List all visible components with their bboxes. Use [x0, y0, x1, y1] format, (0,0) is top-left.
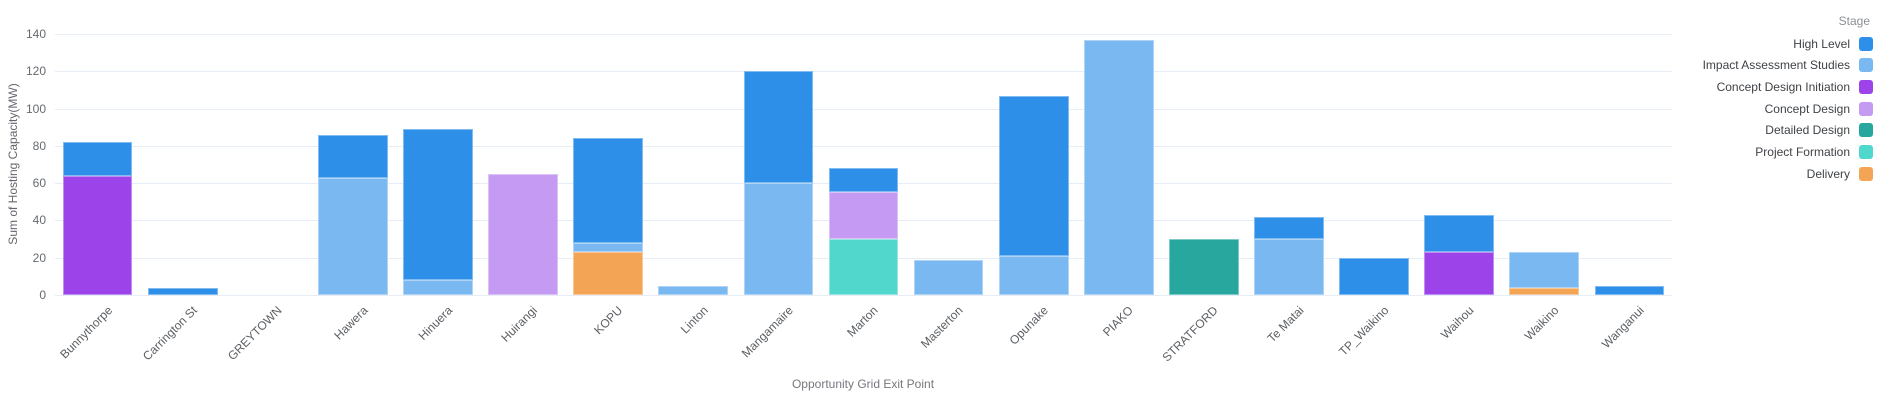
legend-item-label: Delivery	[1806, 166, 1850, 181]
x-tick-label: Carrington St	[139, 303, 200, 364]
legend-item[interactable]: Concept Design Initiation	[1717, 79, 1873, 94]
bar-segment[interactable]	[1083, 39, 1154, 295]
y-tick-label: 40	[32, 213, 46, 228]
gridline	[55, 34, 1672, 35]
x-tick-label: GREYTOWN	[225, 303, 285, 364]
legend-item-label: Concept Design Initiation	[1716, 79, 1850, 94]
legend-color-swatch	[1859, 145, 1873, 159]
x-tick-label: Bunnythorpe	[56, 303, 115, 362]
bar-segment[interactable]	[1424, 252, 1495, 295]
gridline	[55, 108, 1672, 110]
bar-segment[interactable]	[62, 175, 133, 295]
legend-color-swatch	[1859, 58, 1873, 73]
legend-item[interactable]: Delivery	[1807, 166, 1873, 181]
x-tick-label: Waihou	[1438, 303, 1477, 342]
legend-item[interactable]: Impact Assessment Studies	[1703, 58, 1873, 73]
bar-segment[interactable]	[147, 287, 218, 295]
bar-segment[interactable]	[1594, 285, 1665, 295]
legend-item[interactable]: Detailed Design	[1765, 123, 1873, 138]
bar-segment[interactable]	[573, 242, 644, 253]
bar-segment[interactable]	[317, 134, 388, 178]
bar-segment[interactable]	[488, 173, 558, 295]
bar-segment[interactable]	[828, 192, 899, 240]
legend-color-swatch	[1859, 36, 1873, 51]
y-axis-title: Sum of Hosting Capacity(MW)	[6, 83, 20, 245]
bar-segment[interactable]	[1254, 216, 1324, 240]
bar-segment[interactable]	[317, 177, 388, 295]
bar-segment[interactable]	[403, 129, 473, 281]
x-tick-label: Mangamaire	[738, 303, 796, 361]
x-tick-label: Hinuera	[415, 303, 456, 343]
x-tick-label: Huirangi	[498, 303, 541, 345]
x-tick-label: STRATFORD	[1159, 303, 1222, 365]
x-tick-label: Wanganui	[1598, 303, 1647, 352]
legend-item-label: Impact Assessment Studies	[1702, 58, 1850, 73]
bar-segment[interactable]	[1509, 252, 1580, 288]
bar-segment[interactable]	[1339, 257, 1410, 295]
x-tick-label: Masterton	[918, 303, 966, 351]
legend-item-label: Concept Design	[1764, 101, 1850, 116]
bar-segment[interactable]	[1509, 287, 1580, 295]
bar-segment[interactable]	[1169, 239, 1239, 295]
legend-color-swatch	[1859, 101, 1873, 116]
y-tick-label: 120	[25, 64, 46, 79]
bar-segment[interactable]	[1424, 214, 1495, 253]
bar-segment[interactable]	[1254, 239, 1324, 295]
bar-segment[interactable]	[828, 168, 899, 193]
x-tick-label: Linton	[677, 303, 711, 337]
x-tick-label: Waikino	[1521, 303, 1562, 344]
bar-segment[interactable]	[743, 183, 814, 295]
legend-item[interactable]: Project Formation	[1755, 145, 1873, 160]
bar-segment[interactable]	[658, 285, 729, 295]
gridline	[55, 145, 1672, 147]
x-tick-label: Opunake	[1006, 303, 1051, 348]
bar-segment[interactable]	[403, 280, 473, 295]
legend-item[interactable]: Concept Design	[1765, 101, 1873, 116]
y-tick-label: 80	[32, 138, 46, 153]
x-tick-label: Hawera	[330, 303, 371, 343]
gridline	[55, 295, 1672, 296]
legend-color-swatch	[1859, 79, 1873, 94]
legend-item-label: Project Formation	[1755, 145, 1850, 159]
x-tick-label: Marton	[844, 303, 881, 340]
legend-color-swatch	[1859, 166, 1873, 181]
y-tick-label: 140	[25, 27, 46, 41]
y-tick-label: 60	[32, 176, 46, 191]
legend-title: Stage	[1838, 14, 1870, 28]
legend-item-label: High Level	[1793, 36, 1850, 51]
x-tick-label: TP_Waikino	[1336, 303, 1392, 359]
legend-color-swatch	[1859, 123, 1873, 138]
bar-segment[interactable]	[998, 95, 1069, 256]
x-axis-title: Opportunity Grid Exit Point	[791, 377, 935, 391]
bar-segment[interactable]	[62, 142, 133, 176]
legend: Stage High Level Impact Assessment Studie…	[1623, 0, 1883, 200]
bar-segment[interactable]	[828, 239, 899, 295]
bar-segment[interactable]	[998, 255, 1069, 295]
bar-segment[interactable]	[743, 71, 814, 184]
legend-item[interactable]: High Level	[1793, 36, 1873, 51]
y-tick-label: 20	[32, 250, 46, 265]
x-tick-label: KOPU	[591, 303, 626, 338]
y-tick-label: 100	[25, 101, 46, 116]
gridline	[55, 71, 1672, 73]
bar-segment[interactable]	[573, 252, 644, 295]
bar-segment[interactable]	[913, 259, 984, 295]
y-tick-label: 0	[39, 288, 46, 302]
x-tick-label: Te Matai	[1264, 303, 1307, 346]
bar-segment[interactable]	[573, 138, 644, 243]
x-tick-label: PIAKO	[1100, 303, 1137, 340]
legend-item-label: Detailed Design	[1765, 123, 1850, 138]
